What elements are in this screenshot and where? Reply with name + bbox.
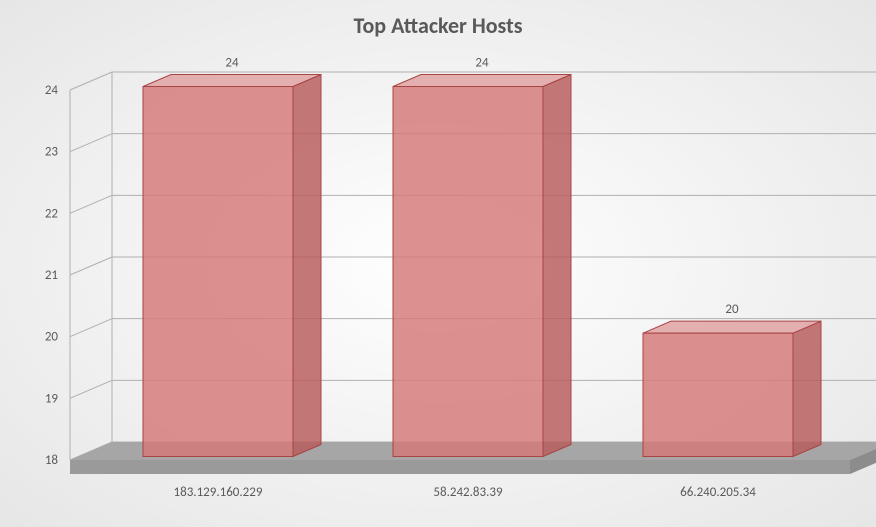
x-tick-label: 66.240.205.34 [680, 485, 756, 500]
y-tick-label: 24 [45, 83, 59, 98]
y-tick-label: 23 [45, 145, 59, 160]
gridline-side [70, 380, 112, 398]
bar-front [143, 87, 293, 457]
y-tick-label: 22 [45, 206, 59, 221]
bar-value-label: 20 [725, 302, 739, 317]
y-tick-label: 19 [45, 391, 59, 406]
floor-front [70, 460, 850, 474]
bar-side [543, 75, 571, 457]
bar-side [293, 75, 321, 457]
gridline-side [70, 257, 112, 275]
chart-container: Top Attacker Hosts 1819202122232424183.1… [0, 0, 876, 527]
bar-top [393, 75, 571, 87]
bar-top [643, 321, 821, 333]
bar-front [393, 87, 543, 457]
bar-front [643, 333, 793, 456]
bar-side [793, 321, 821, 456]
gridline-side [70, 72, 112, 90]
chart-svg: 18 19 20 21 22 23 24 24 183.129.160.229 24 58.242.… [0, 0, 876, 527]
gridline-side [70, 195, 112, 213]
y-tick-label: 18 [45, 453, 59, 468]
gridline-side [70, 134, 112, 152]
x-tick-label: 58.242.83.39 [433, 485, 503, 500]
bar-top [143, 75, 321, 87]
gridline-side [70, 319, 112, 337]
y-tick-label: 21 [45, 268, 58, 283]
y-tick-label: 20 [45, 330, 59, 345]
bar-value-label: 24 [475, 56, 489, 71]
x-tick-label: 183.129.160.229 [174, 485, 263, 500]
bar-value-label: 24 [225, 56, 239, 71]
